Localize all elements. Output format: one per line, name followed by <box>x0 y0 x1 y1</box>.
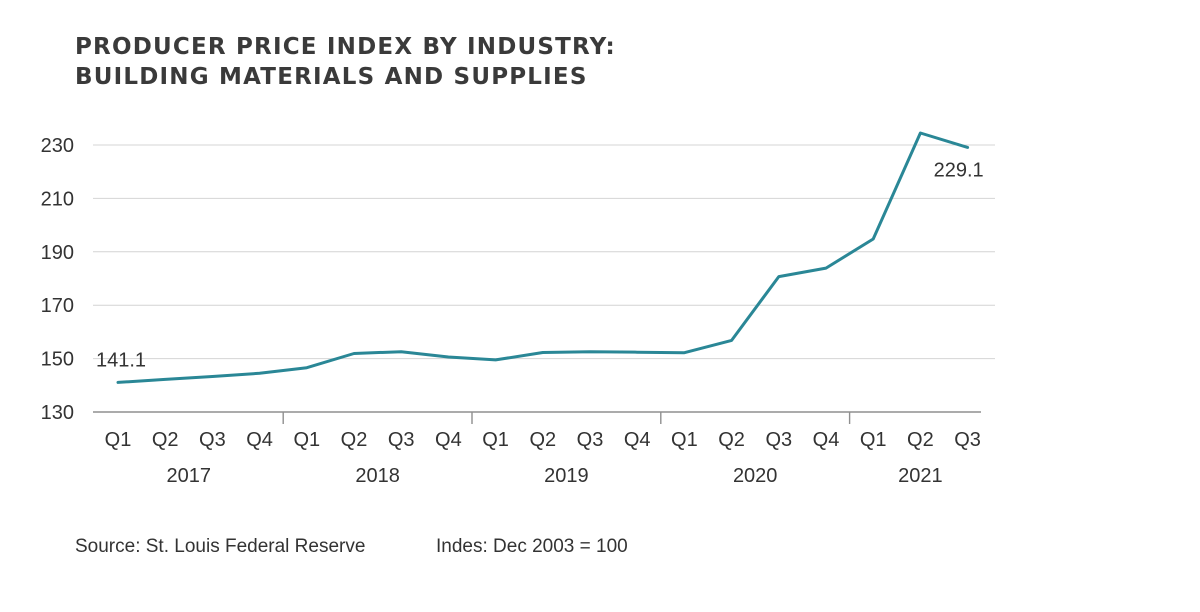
x-tick-label: Q1 <box>860 429 887 451</box>
x-tick-label: Q2 <box>718 429 745 451</box>
year-label: 2017 <box>167 465 212 487</box>
year-label: 2018 <box>355 465 400 487</box>
x-tick-label: Q3 <box>577 429 604 451</box>
data-label: 229.1 <box>934 159 984 181</box>
x-tick-label: Q3 <box>388 429 415 451</box>
index-base-note: Indes: Dec 2003 = 100 <box>436 536 628 557</box>
x-tick-label: Q1 <box>105 429 132 451</box>
x-tick-label: Q2 <box>152 429 179 451</box>
chart-title-line-2: BUILDING MATERIALS AND SUPPLIES <box>75 64 588 90</box>
x-tick-label: Q1 <box>671 429 698 451</box>
x-tick-label: Q3 <box>765 429 792 451</box>
x-tick-label: Q4 <box>246 429 273 451</box>
x-tick-label: Q4 <box>435 429 462 451</box>
y-tick-label: 170 <box>41 295 74 317</box>
source-note: Source: St. Louis Federal Reserve <box>75 536 366 557</box>
x-tick-label: Q2 <box>907 429 934 451</box>
x-tick-label: Q3 <box>199 429 226 451</box>
series-line <box>116 131 970 384</box>
data-annotations: 141.1 229.1 <box>96 159 984 371</box>
series-lines <box>116 131 970 384</box>
x-axis: Q1 Q2 Q3 Q4 Q1 Q2 Q3 Q4 Q1 Q2 Q3 Q4 Q1 Q2 Q3 Q4 Q1 Q2 Q3 20… <box>93 411 981 487</box>
x-tick-label: Q1 <box>482 429 509 451</box>
y-axis-tick-labels: 130 150 170 190 210 230 <box>41 135 74 424</box>
y-tick-label: 190 <box>41 242 74 264</box>
chart-title-line-1: PRODUCER PRICE INDEX BY INDUSTRY: <box>75 34 616 60</box>
x-tick-label: Q3 <box>954 429 981 451</box>
x-tick-label: Q2 <box>341 429 368 451</box>
year-label: 2020 <box>733 465 778 487</box>
x-tick-label: Q4 <box>624 429 651 451</box>
y-tick-label: 210 <box>41 188 74 210</box>
x-tick-label: Q4 <box>813 429 840 451</box>
y-tick-label: 130 <box>41 402 74 424</box>
x-tick-label: Q1 <box>293 429 320 451</box>
year-label: 2019 <box>544 465 589 487</box>
gridlines <box>93 144 995 360</box>
year-label: 2021 <box>898 465 943 487</box>
y-tick-label: 150 <box>41 349 74 371</box>
x-tick-label: Q2 <box>529 429 556 451</box>
data-label: 141.1 <box>96 349 146 371</box>
y-tick-label: 230 <box>41 135 74 157</box>
